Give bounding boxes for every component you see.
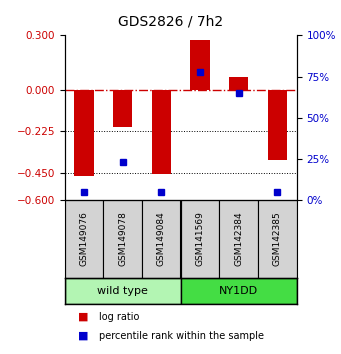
Text: GSM142384: GSM142384 — [234, 212, 243, 266]
Text: NY1DD: NY1DD — [219, 286, 258, 296]
Bar — [74, 90, 94, 176]
Bar — [258, 200, 297, 278]
Bar — [229, 78, 248, 90]
Bar — [65, 200, 103, 278]
Bar — [152, 90, 171, 175]
Text: GSM141569: GSM141569 — [195, 211, 205, 267]
Text: GDS2826 / 7h2: GDS2826 / 7h2 — [118, 14, 223, 28]
Bar — [268, 90, 287, 160]
Bar — [181, 200, 219, 278]
Bar — [142, 200, 181, 278]
Bar — [103, 200, 142, 278]
Text: percentile rank within the sample: percentile rank within the sample — [99, 331, 264, 341]
Bar — [181, 278, 297, 304]
Text: GSM149078: GSM149078 — [118, 211, 127, 267]
Bar — [65, 278, 181, 304]
Text: GSM149084: GSM149084 — [157, 212, 166, 266]
Text: GSM149076: GSM149076 — [79, 211, 89, 267]
Text: ■: ■ — [78, 312, 89, 321]
Text: GSM142385: GSM142385 — [273, 212, 282, 266]
Text: log ratio: log ratio — [99, 312, 139, 321]
Text: wild type: wild type — [97, 286, 148, 296]
Bar — [219, 200, 258, 278]
Text: ■: ■ — [78, 331, 89, 341]
Bar — [190, 40, 210, 90]
Bar — [113, 90, 132, 127]
